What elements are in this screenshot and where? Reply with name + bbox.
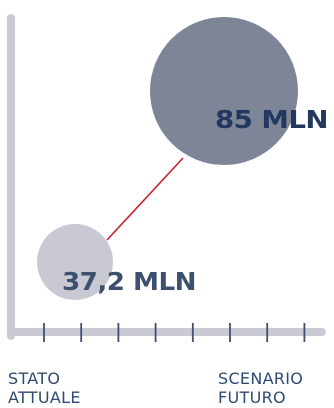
x-axis-ticks [43, 323, 306, 342]
bubble-future [150, 17, 298, 165]
category-label-current: STATO ATTUALE [8, 369, 81, 407]
data-label-current: 37,2 MLN [62, 267, 196, 296]
data-label-future: 85 MLN [215, 105, 328, 134]
category-label-future: SCENARIO FUTURO [218, 369, 303, 407]
bubble-current [37, 224, 113, 300]
connector-line [106, 157, 184, 241]
